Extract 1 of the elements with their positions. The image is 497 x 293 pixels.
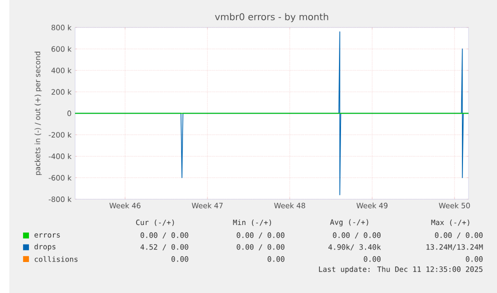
chart-title: vmbr0 errors - by month [215,12,328,22]
